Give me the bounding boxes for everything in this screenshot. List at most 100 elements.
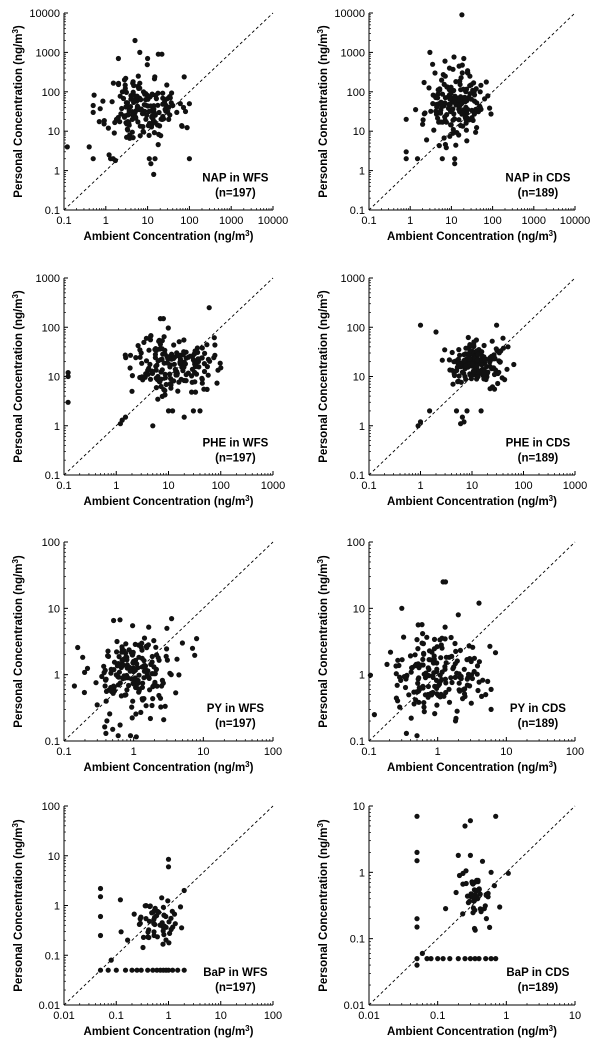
data-point xyxy=(147,376,154,382)
data-point xyxy=(457,674,463,680)
data-point xyxy=(131,97,137,103)
data-point xyxy=(84,665,91,672)
data-point xyxy=(65,370,71,376)
x-tick-label: 100 xyxy=(212,480,230,492)
data-point xyxy=(414,813,420,819)
data-point xyxy=(135,677,141,684)
data-point xyxy=(175,967,181,973)
data-point xyxy=(414,858,420,864)
x-tick-label: 1000 xyxy=(219,215,243,227)
data-point xyxy=(471,111,477,117)
data-point xyxy=(192,389,199,395)
data-point xyxy=(152,351,158,358)
data-point xyxy=(442,95,448,101)
x-tick-label: 100 xyxy=(483,215,501,227)
data-point xyxy=(145,934,151,940)
data-point xyxy=(438,655,444,661)
y-tick-label: 10000 xyxy=(334,8,365,20)
data-point xyxy=(145,96,151,102)
data-point xyxy=(181,337,187,343)
data-point xyxy=(158,376,165,382)
data-point xyxy=(155,396,161,402)
data-point xyxy=(146,156,152,162)
data-point xyxy=(494,322,500,328)
data-point xyxy=(475,369,481,375)
y-tick-label: 10 xyxy=(353,603,365,615)
data-point xyxy=(151,921,157,927)
data-point xyxy=(413,107,419,113)
data-point xyxy=(163,102,169,108)
data-point xyxy=(116,674,122,680)
data-point xyxy=(406,692,412,698)
scatter-panel-5: 0.1 1 10 100 0.1 1 10 100 PY in WFS (n=197) Ambien… xyxy=(11,537,282,774)
data-point xyxy=(206,305,212,311)
x-tick-label: 10 xyxy=(162,480,174,492)
data-point xyxy=(141,635,148,641)
data-point xyxy=(157,346,163,352)
data-point xyxy=(455,612,461,618)
data-point xyxy=(424,137,430,143)
data-point xyxy=(127,365,133,371)
data-point xyxy=(145,967,151,973)
data-point xyxy=(442,73,448,79)
data-point xyxy=(160,904,166,910)
data-point xyxy=(122,675,128,681)
data-point xyxy=(109,99,115,105)
data-point xyxy=(202,350,208,356)
data-point xyxy=(205,372,211,378)
sample-size-label: (n=189) xyxy=(518,452,559,464)
panel-label: NAP in WFS xyxy=(202,172,269,184)
x-tick-label: 100 xyxy=(180,215,198,227)
x-tick-label: 10000 xyxy=(258,215,289,227)
data-point xyxy=(452,93,458,99)
data-point xyxy=(432,711,438,717)
data-point xyxy=(465,671,472,677)
data-point xyxy=(491,386,498,392)
y-tick-label: 10 xyxy=(353,801,365,813)
data-point xyxy=(452,674,458,681)
data-point xyxy=(204,342,210,348)
data-point xyxy=(450,381,456,387)
data-point xyxy=(467,83,473,89)
data-point xyxy=(143,703,149,709)
data-point xyxy=(415,680,421,686)
y-tick-label: 1 xyxy=(359,670,365,682)
data-point xyxy=(145,371,151,377)
data-point xyxy=(133,734,139,740)
data-point xyxy=(483,79,489,85)
data-point xyxy=(454,708,460,714)
data-point xyxy=(102,683,108,689)
data-point xyxy=(101,121,107,127)
data-point xyxy=(137,133,143,139)
data-point xyxy=(428,108,434,114)
data-point xyxy=(105,653,111,659)
data-point xyxy=(189,373,195,379)
data-point xyxy=(137,920,143,927)
data-point xyxy=(460,123,466,129)
data-point xyxy=(114,638,120,645)
data-point xyxy=(102,724,108,730)
data-point xyxy=(467,852,473,859)
data-point xyxy=(171,355,177,361)
data-point xyxy=(387,649,394,655)
data-point xyxy=(465,334,471,341)
data-point xyxy=(126,664,133,670)
data-point xyxy=(110,726,116,732)
data-point xyxy=(403,730,409,737)
data-point xyxy=(497,359,503,365)
data-point xyxy=(182,108,189,115)
data-point xyxy=(164,646,170,652)
data-point xyxy=(442,114,448,120)
x-tick-label: 1000 xyxy=(261,480,285,492)
x-tick-label: 0.1 xyxy=(56,215,71,227)
data-point xyxy=(401,674,407,680)
data-point xyxy=(123,104,129,110)
data-point xyxy=(119,644,125,650)
data-point xyxy=(484,363,490,370)
data-point xyxy=(442,676,448,682)
y-tick-label: 1000 xyxy=(36,47,60,59)
data-point xyxy=(412,652,418,658)
data-point xyxy=(134,967,140,973)
data-point xyxy=(492,650,499,656)
data-point xyxy=(135,343,141,349)
